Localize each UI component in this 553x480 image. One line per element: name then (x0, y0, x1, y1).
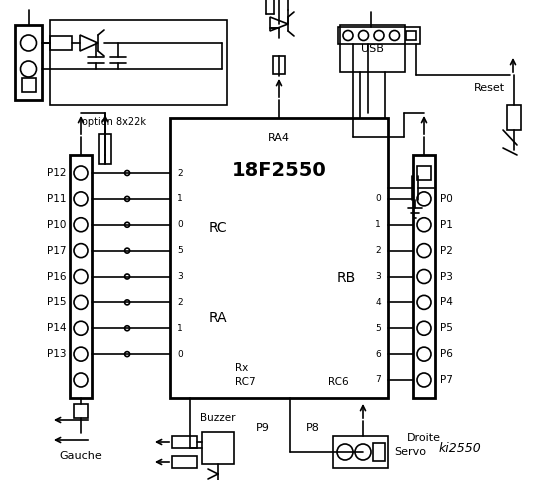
Text: ki2550: ki2550 (439, 442, 481, 455)
Text: P13: P13 (46, 349, 66, 359)
Text: 1: 1 (375, 220, 381, 229)
Bar (50, 20, 227, 105)
Bar (417, 166, 431, 180)
Text: 0: 0 (177, 220, 182, 229)
Text: 3: 3 (375, 272, 381, 281)
Text: 5: 5 (375, 324, 381, 333)
Text: RC: RC (208, 221, 227, 235)
Text: 6: 6 (375, 349, 381, 359)
Bar (22, 78, 35, 92)
Text: option 8x22k: option 8x22k (82, 117, 146, 127)
Bar (15, 25, 42, 100)
Bar (273, 56, 285, 74)
Text: 3: 3 (177, 272, 182, 281)
Text: Rx: Rx (235, 363, 248, 373)
Bar (507, 105, 521, 130)
Text: P14: P14 (46, 323, 66, 333)
Bar (333, 436, 388, 468)
Text: 2: 2 (375, 246, 381, 255)
Text: P6: P6 (440, 349, 453, 359)
Text: P15: P15 (46, 298, 66, 307)
Text: P9: P9 (256, 423, 270, 433)
Bar (340, 25, 405, 72)
Text: Servo: Servo (394, 447, 426, 457)
Text: P8: P8 (306, 423, 320, 433)
Text: Gauche: Gauche (60, 451, 102, 461)
Text: Buzzer: Buzzer (200, 413, 236, 423)
Bar (70, 155, 92, 398)
Text: 7: 7 (375, 375, 381, 384)
Text: P12: P12 (46, 168, 66, 178)
Bar (172, 456, 197, 468)
Text: 4: 4 (375, 298, 381, 307)
Text: P4: P4 (440, 298, 453, 307)
Bar (413, 155, 435, 398)
Text: 0: 0 (375, 194, 381, 204)
Text: 5: 5 (177, 246, 182, 255)
Text: 18F2550: 18F2550 (232, 160, 326, 180)
Text: P2: P2 (440, 246, 453, 256)
Bar (50, 36, 72, 50)
Text: P7: P7 (440, 375, 453, 385)
Bar (202, 432, 234, 464)
Text: P3: P3 (440, 272, 453, 281)
Bar (99, 134, 111, 164)
Text: RA: RA (208, 311, 227, 325)
Bar (373, 443, 385, 461)
Bar (338, 27, 420, 44)
Text: P16: P16 (46, 272, 66, 281)
Bar (406, 31, 416, 40)
Text: 1: 1 (177, 194, 182, 204)
Text: RA4: RA4 (268, 133, 290, 143)
Text: RB: RB (336, 271, 356, 285)
Text: Reset: Reset (474, 83, 505, 93)
Text: P10: P10 (46, 220, 66, 230)
Text: 1: 1 (177, 324, 182, 333)
Text: 2: 2 (177, 298, 182, 307)
Text: P0: P0 (440, 194, 453, 204)
Text: Droite: Droite (407, 433, 441, 443)
Text: P5: P5 (440, 323, 453, 333)
Text: RC6: RC6 (328, 377, 348, 387)
Text: 0: 0 (177, 349, 182, 359)
Bar (74, 404, 88, 418)
Text: USB: USB (361, 44, 384, 53)
Text: P1: P1 (440, 220, 453, 230)
Text: RC7: RC7 (235, 377, 255, 387)
Text: P17: P17 (46, 246, 66, 256)
Text: 2: 2 (177, 168, 182, 178)
Text: P11: P11 (46, 194, 66, 204)
Bar (172, 436, 197, 448)
Bar (170, 118, 388, 398)
